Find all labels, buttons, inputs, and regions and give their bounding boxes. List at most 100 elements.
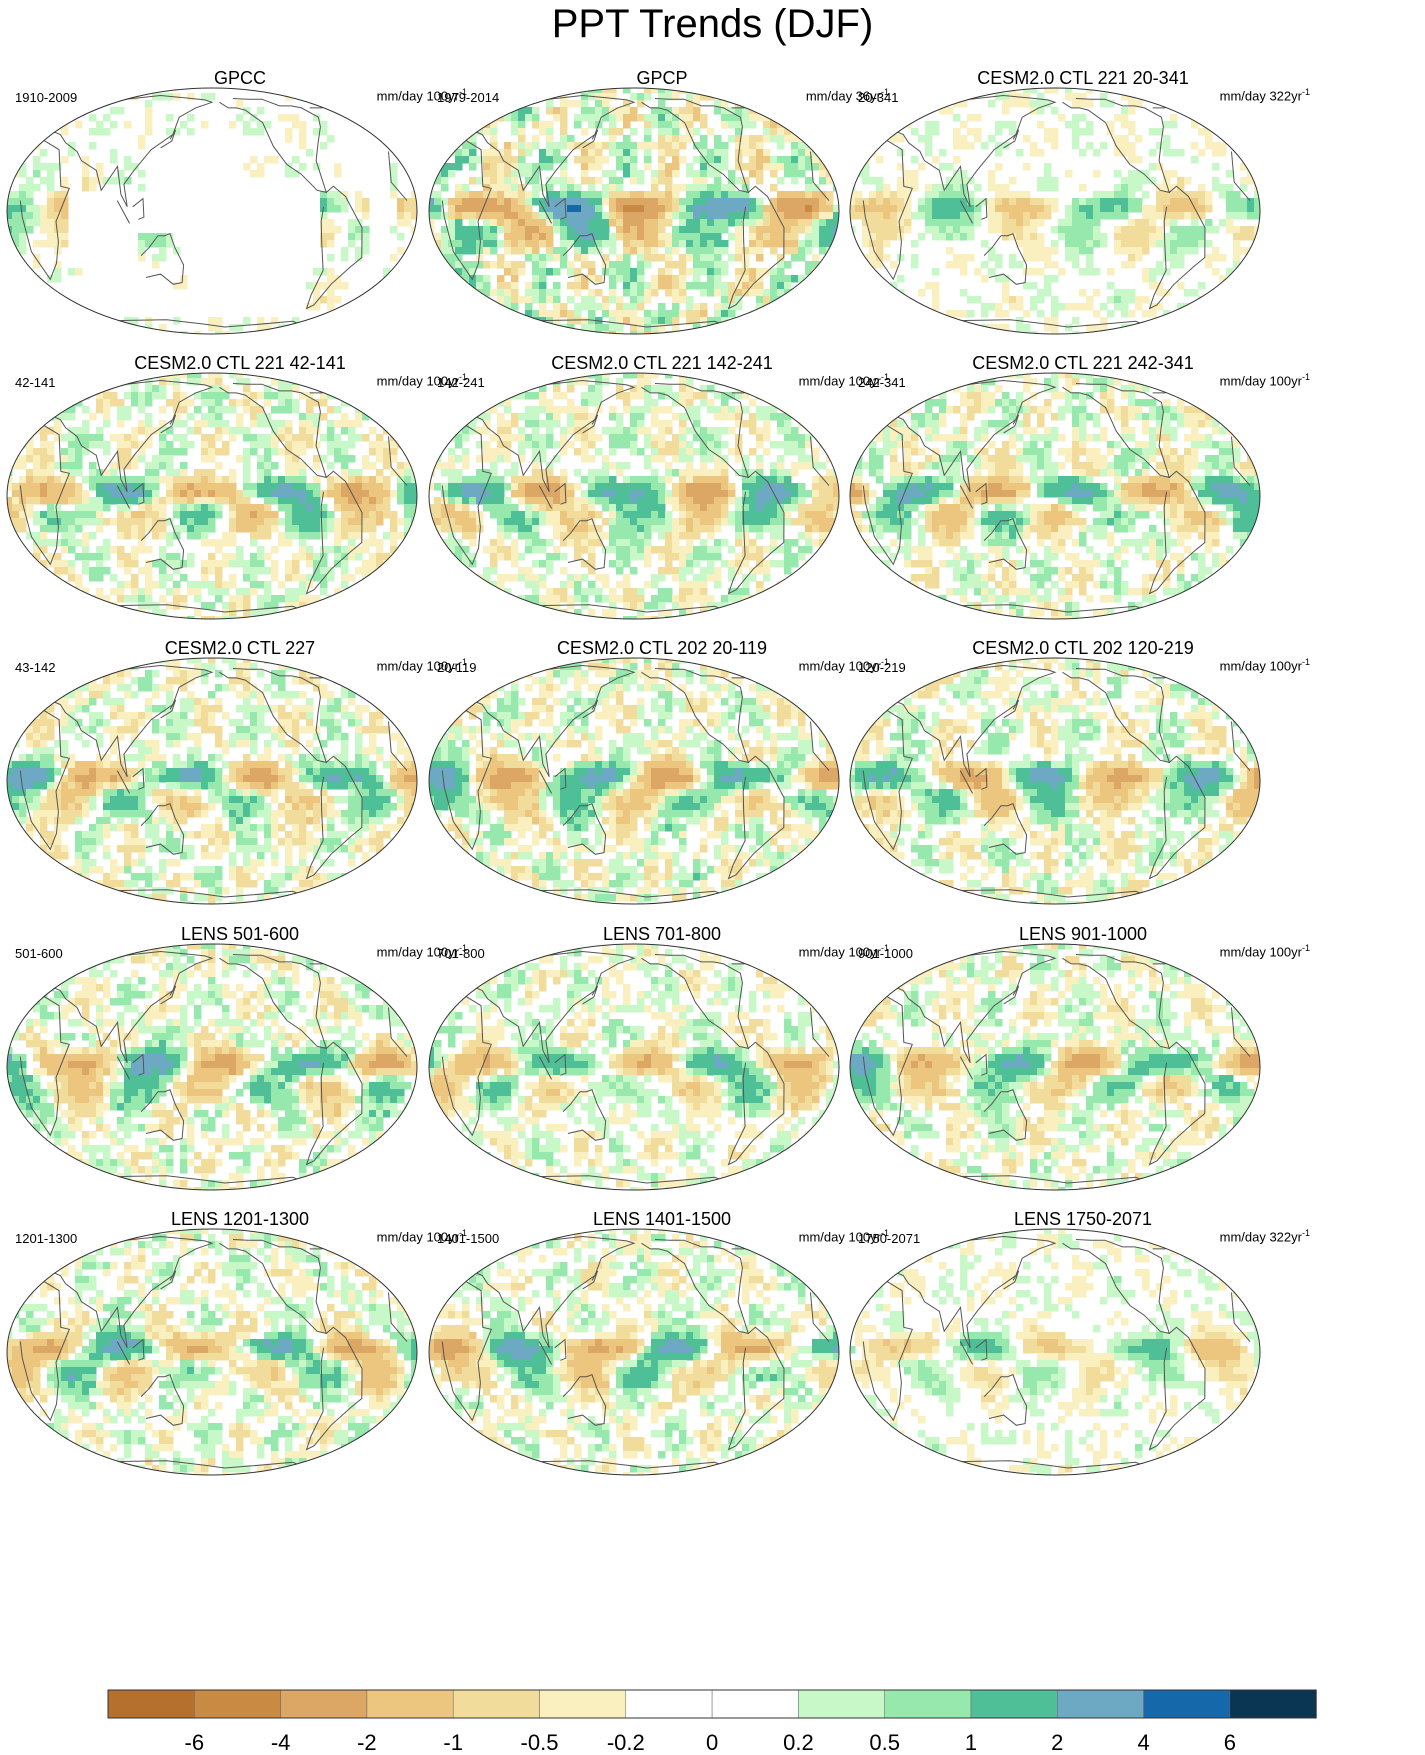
contour-cell: [1051, 128, 1059, 136]
contour-cell: [47, 455, 55, 463]
contour-cell: [588, 212, 596, 220]
contour-cell: [995, 128, 1003, 136]
contour-cell: [1023, 247, 1031, 255]
contour-cell: [208, 434, 216, 442]
contour-cell: [271, 616, 279, 619]
contour-cell: [876, 240, 884, 248]
contour-cell: [840, 261, 841, 269]
contour-cell: [686, 93, 694, 101]
contour-cell: [995, 303, 1003, 311]
contour-cell: [518, 385, 526, 393]
contour-cell: [532, 121, 540, 129]
contour-cell: [313, 511, 321, 519]
contour-cell: [180, 121, 188, 129]
contour-cell: [974, 268, 982, 276]
contour-cell: [756, 205, 764, 213]
contour-cell: [89, 324, 97, 332]
coastline: [49, 94, 214, 208]
contour-cell: [180, 560, 188, 568]
contour-cell: [869, 177, 877, 185]
contour-cell: [462, 128, 470, 136]
contour-cell: [539, 289, 547, 297]
contour-cell: [271, 560, 279, 568]
contour-cell: [455, 406, 463, 414]
contour-cell: [672, 191, 680, 199]
coastlines: [862, 92, 1251, 328]
contour-cell: [862, 240, 870, 248]
contour-cell: [791, 392, 799, 400]
contour-cell: [243, 483, 251, 491]
contour-cell: [581, 177, 589, 185]
contour-cell: [215, 399, 223, 407]
contour-cell: [292, 476, 300, 484]
contour-cell: [159, 247, 167, 255]
contour-cell: [1107, 282, 1115, 290]
contour-cell: [630, 212, 638, 220]
contour-cell: [1163, 191, 1171, 199]
contour-cell: [54, 476, 62, 484]
contour-cell: [82, 156, 90, 164]
contour-cell: [904, 198, 912, 206]
contour-cell: [222, 497, 230, 505]
contour-cell: [138, 497, 146, 505]
contour-cell: [1254, 170, 1260, 178]
contour-cell: [588, 226, 596, 234]
contour-cell: [553, 289, 561, 297]
contour-cell: [988, 254, 996, 262]
contour-cell: [679, 378, 687, 386]
contour-cell: [932, 198, 940, 206]
contour-cell: [1219, 149, 1227, 157]
contour-cell: [476, 378, 484, 386]
contour-cell: [271, 476, 279, 484]
contour-cell: [967, 219, 975, 227]
contour-cell: [574, 254, 582, 262]
contour-cell: [539, 420, 547, 428]
contour-cell: [770, 135, 778, 143]
contour-cell: [637, 142, 645, 150]
contour-cell: [630, 240, 638, 248]
contour-cell: [7, 441, 13, 449]
contour-cell: [1142, 191, 1150, 199]
contour-cell: [462, 289, 470, 297]
contour-cell: [1212, 177, 1220, 185]
contour-cell: [194, 427, 202, 435]
contour-cell: [525, 413, 533, 421]
contour-cell: [602, 303, 610, 311]
contour-cell: [616, 331, 624, 334]
contour-cell: [306, 324, 314, 332]
contour-cell: [469, 399, 477, 407]
contour-cell: [791, 275, 799, 283]
contour-cell: [960, 177, 968, 185]
contour-cell: [602, 254, 610, 262]
contour-cell: [749, 317, 757, 325]
contour-cell: [441, 434, 449, 442]
contour-cell: [383, 441, 391, 449]
contour-cell: [124, 525, 132, 533]
contour-cell: [798, 114, 806, 122]
contour-cell: [707, 406, 715, 414]
contour-cell: [658, 226, 666, 234]
contour-cell: [110, 476, 118, 484]
contour-cell: [812, 385, 820, 393]
contour-cell: [334, 490, 342, 498]
contour-cell: [54, 406, 62, 414]
contour-cell: [1044, 254, 1052, 262]
contour-cell: [967, 324, 975, 332]
contour-cell: [1121, 135, 1129, 143]
contour-cell: [490, 310, 498, 318]
contour-cell: [61, 532, 69, 540]
contour-cell: [1226, 107, 1234, 115]
contour-cell: [798, 163, 806, 171]
contour-cell: [679, 156, 687, 164]
contour-cell: [110, 588, 118, 596]
contour-cell: [728, 373, 736, 379]
contour-cell: [327, 373, 335, 379]
contour-cell: [850, 191, 856, 199]
contour-cell: [588, 163, 596, 171]
contour-cell: [876, 205, 884, 213]
contour-cell: [334, 546, 342, 554]
contour-cell: [222, 490, 230, 498]
contour-cell: [1261, 198, 1262, 206]
contour-cell: [411, 226, 417, 234]
contour-cell: [61, 219, 69, 227]
